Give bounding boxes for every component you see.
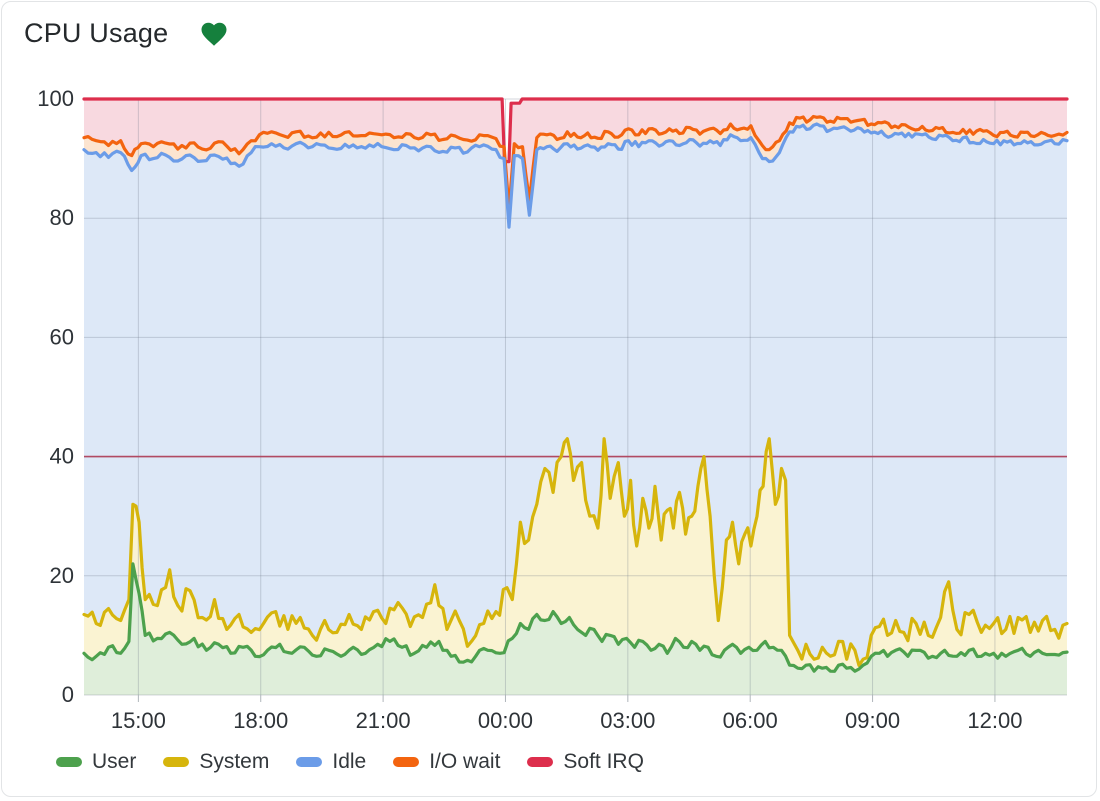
svg-text:18:00: 18:00 xyxy=(233,708,288,733)
svg-text:60: 60 xyxy=(50,324,74,349)
legend-item-iowait[interactable]: I/O wait xyxy=(393,750,500,774)
legend-label: I/O wait xyxy=(429,750,501,773)
legend-swatch-iowait xyxy=(393,757,420,767)
svg-text:06:00: 06:00 xyxy=(723,708,778,733)
svg-text:20: 20 xyxy=(50,563,74,588)
svg-text:12:00: 12:00 xyxy=(967,708,1022,733)
svg-text:09:00: 09:00 xyxy=(845,708,900,733)
svg-text:15:00: 15:00 xyxy=(111,708,166,733)
legend-swatch-user xyxy=(56,757,82,767)
heart-icon xyxy=(201,22,227,46)
legend-item-user[interactable]: User xyxy=(56,750,136,774)
svg-text:40: 40 xyxy=(50,444,74,469)
legend-item-idle[interactable]: Idle xyxy=(296,750,366,774)
svg-text:21:00: 21:00 xyxy=(356,708,411,733)
svg-text:03:00: 03:00 xyxy=(600,708,655,733)
svg-text:00:00: 00:00 xyxy=(478,708,533,733)
legend-label: System xyxy=(199,750,270,773)
legend-label: Soft IRQ xyxy=(563,750,644,773)
legend-item-softirq[interactable]: Soft IRQ xyxy=(527,750,644,774)
svg-text:0: 0 xyxy=(62,682,74,707)
svg-text:100: 100 xyxy=(37,86,74,111)
cpu-usage-chart[interactable]: 0 20 40 60 80 100 15:00 18:00 21:00 00:00 03:00 06:… xyxy=(2,2,1097,747)
legend-label: Idle xyxy=(332,750,367,773)
legend-label: User xyxy=(92,750,137,773)
legend-swatch-system xyxy=(163,757,190,767)
chart-header: CPU Usage xyxy=(24,18,230,49)
legend-swatch-softirq xyxy=(527,757,554,767)
legend-item-system[interactable]: System xyxy=(163,750,269,774)
legend-swatch-idle xyxy=(296,757,323,767)
page-title: CPU Usage xyxy=(24,18,169,48)
chart-legend: User System Idle I/O wait Soft IRQ xyxy=(56,750,644,774)
svg-text:80: 80 xyxy=(50,205,74,230)
